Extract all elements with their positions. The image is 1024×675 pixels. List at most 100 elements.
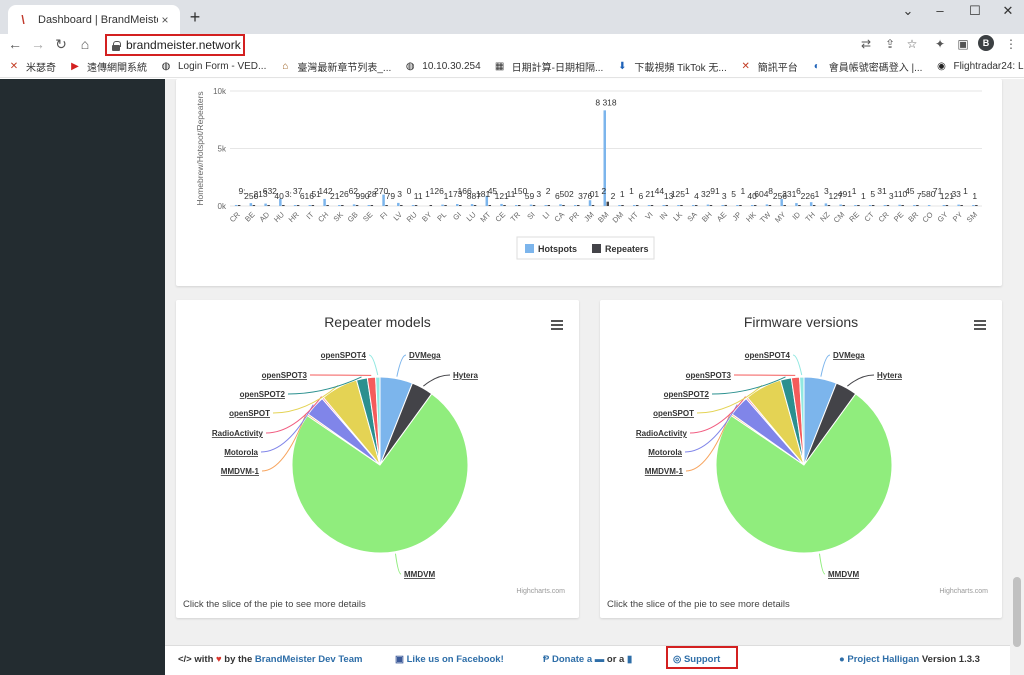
bar-hotspots-BH[interactable] xyxy=(706,204,710,206)
pie-slice-openspot4[interactable] xyxy=(799,376,805,466)
bar-repeaters-GI[interactable] xyxy=(459,205,462,206)
bar-hotspots-SE[interactable] xyxy=(367,205,371,206)
bar-repeaters-CH[interactable] xyxy=(326,205,329,206)
bar-hotspots-CM[interactable] xyxy=(839,204,842,206)
bar-repeaters-GB[interactable] xyxy=(355,205,359,206)
bar-repeaters-CM[interactable] xyxy=(842,205,845,206)
bar-hotspots-PR[interactable] xyxy=(574,205,577,206)
pie-label-radioactivity[interactable]: RadioActivity xyxy=(636,429,688,438)
tab-search-icon[interactable]: ⌄ xyxy=(902,3,914,18)
legend-item-hotspots[interactable]: Hotspots xyxy=(538,244,577,254)
pie-label-hytera[interactable]: Hytera xyxy=(453,371,478,380)
bar-repeaters-GY[interactable] xyxy=(945,205,949,206)
pie-label-mmdvm[interactable]: MMDVM xyxy=(828,570,859,579)
bar-repeaters-PY[interactable] xyxy=(960,205,963,206)
pie-label-mmdvm[interactable]: MMDVM xyxy=(404,570,435,579)
bar-hotspots-TH[interactable] xyxy=(809,202,813,206)
back-icon[interactable]: ← xyxy=(8,36,22,52)
chart-menu-icon[interactable] xyxy=(974,320,986,330)
bar-hotspots-FI[interactable] xyxy=(382,194,385,206)
bookmark-item[interactable]: ◍ 10.10.30.254 xyxy=(404,61,481,73)
page-scrollbar[interactable] xyxy=(1010,79,1024,675)
bar-hotspots-TR[interactable] xyxy=(515,205,518,206)
bar-repeaters-SE[interactable] xyxy=(370,205,374,206)
bar-repeaters-HT[interactable] xyxy=(635,205,639,206)
bar-hotspots-SA[interactable] xyxy=(691,205,695,206)
bar-hotspots-IN[interactable] xyxy=(662,205,665,206)
pie-label-motorola[interactable]: Motorola xyxy=(224,448,258,457)
bar-repeaters-IN[interactable] xyxy=(665,205,668,206)
pie-label-openspot[interactable]: openSPOT xyxy=(653,409,694,418)
pie-label-openspot4[interactable]: openSPOT4 xyxy=(321,351,367,360)
chart-menu-icon[interactable] xyxy=(551,320,563,330)
bar-repeaters-CT[interactable] xyxy=(871,205,875,206)
bar-hotspots-GY[interactable] xyxy=(942,205,946,206)
bar-repeaters-LK[interactable] xyxy=(680,205,683,206)
bar-hotspots-DM[interactable] xyxy=(618,205,621,206)
bar-repeaters-MT[interactable] xyxy=(488,205,492,206)
facebook-link[interactable]: ▣ Like us on Facebook! xyxy=(395,654,504,665)
project-halligan-link[interactable]: Project Halligan xyxy=(847,654,920,665)
bar-repeaters-LI[interactable] xyxy=(547,205,551,206)
close-window-icon[interactable]: ✕ xyxy=(1002,3,1014,18)
bar-repeaters-LV[interactable] xyxy=(400,205,403,206)
bookmark-item[interactable]: ⌂ 臺灣最新章节列表_... xyxy=(279,59,391,75)
bar-repeaters-DM[interactable] xyxy=(621,205,624,206)
home-icon[interactable]: ⌂ xyxy=(80,36,90,52)
bookmark-item[interactable]: ◍ Login Form - VED... xyxy=(160,61,267,73)
bar-repeaters-AE[interactable] xyxy=(724,204,727,206)
bar-repeaters-SA[interactable] xyxy=(694,205,698,206)
bar-hotspots-HU[interactable] xyxy=(279,198,282,206)
bar-repeaters-SM[interactable] xyxy=(975,205,978,206)
bar-repeaters-MY[interactable] xyxy=(783,205,786,206)
bar-hotspots-MT[interactable] xyxy=(485,195,489,206)
bar-hotspots-JP[interactable] xyxy=(736,205,739,206)
bar-hotspots-SI[interactable] xyxy=(529,204,533,206)
legend-swatch-repeaters[interactable] xyxy=(592,244,601,253)
pie-label-dvmega[interactable]: DVMega xyxy=(833,351,865,360)
pie-label-openspot[interactable]: openSPOT xyxy=(229,409,270,418)
forward-icon[interactable]: → xyxy=(31,36,45,52)
bar-hotspots-LI[interactable] xyxy=(544,205,548,206)
bar-hotspots-BR[interactable] xyxy=(913,205,916,206)
legend-swatch-hotspots[interactable] xyxy=(525,244,534,253)
bar-repeaters-IT[interactable] xyxy=(311,205,315,206)
bar-hotspots-HT[interactable] xyxy=(632,205,636,206)
pie-slice-mmdvm[interactable] xyxy=(715,393,893,554)
pie-label-openspot3[interactable]: openSPOT3 xyxy=(262,371,308,380)
bar-hotspots-GI[interactable] xyxy=(456,204,459,206)
bar-repeaters-CR[interactable] xyxy=(237,205,241,206)
bar-hotspots-ID[interactable] xyxy=(795,203,798,206)
pie-slice-mmdvm[interactable] xyxy=(291,393,469,554)
translate-icon[interactable]: ⇄ xyxy=(860,37,872,51)
bar-hotspots-IT[interactable] xyxy=(308,205,312,206)
pie-label-openspot3[interactable]: openSPOT3 xyxy=(686,371,732,380)
bar-repeaters-PL[interactable] xyxy=(444,205,447,206)
bar-hotspots-MY[interactable] xyxy=(780,199,783,206)
bar-repeaters-TR[interactable] xyxy=(518,205,521,206)
bar-repeaters-FI[interactable] xyxy=(385,205,388,206)
pie-label-motorola[interactable]: Motorola xyxy=(648,448,682,457)
donate-link[interactable]: Ᵽ Donate a ▬ or a ▮ xyxy=(543,654,632,665)
bar-repeaters-JP[interactable] xyxy=(739,205,742,206)
bar-repeaters-AD[interactable] xyxy=(267,205,270,206)
bar-hotspots-VI[interactable] xyxy=(647,205,651,206)
bar-hotspots-CR[interactable] xyxy=(883,205,887,206)
bar-repeaters-SI[interactable] xyxy=(532,205,536,206)
bar-repeaters-CA[interactable] xyxy=(562,205,565,206)
bookmark-star-icon[interactable]: ☆ xyxy=(906,37,918,51)
new-tab-button[interactable]: + xyxy=(189,7,201,27)
highcharts-credits[interactable]: Highcharts.com xyxy=(939,588,988,595)
bar-hotspots-NZ[interactable] xyxy=(824,203,828,206)
bar-hotspots-LV[interactable] xyxy=(397,202,400,206)
bar-hotspots-CH[interactable] xyxy=(323,198,326,206)
bookmark-item[interactable]: ▶ 遠傳網閘系統 xyxy=(69,59,147,75)
pie-label-openspot2[interactable]: openSPOT2 xyxy=(664,390,710,399)
bar-hotspots-AD[interactable] xyxy=(264,203,267,206)
bookmark-item[interactable]: ◐ 會員帳號密碼登入 |... xyxy=(811,59,923,75)
bar-repeaters-HU[interactable] xyxy=(282,205,285,206)
pie-label-radioactivity[interactable]: RadioActivity xyxy=(212,429,264,438)
bookmark-item[interactable]: ⬇ 下載視頻 TikTok 无... xyxy=(616,59,727,75)
scrollbar-thumb[interactable] xyxy=(1013,577,1021,647)
bar-repeaters-BE[interactable] xyxy=(252,205,256,206)
